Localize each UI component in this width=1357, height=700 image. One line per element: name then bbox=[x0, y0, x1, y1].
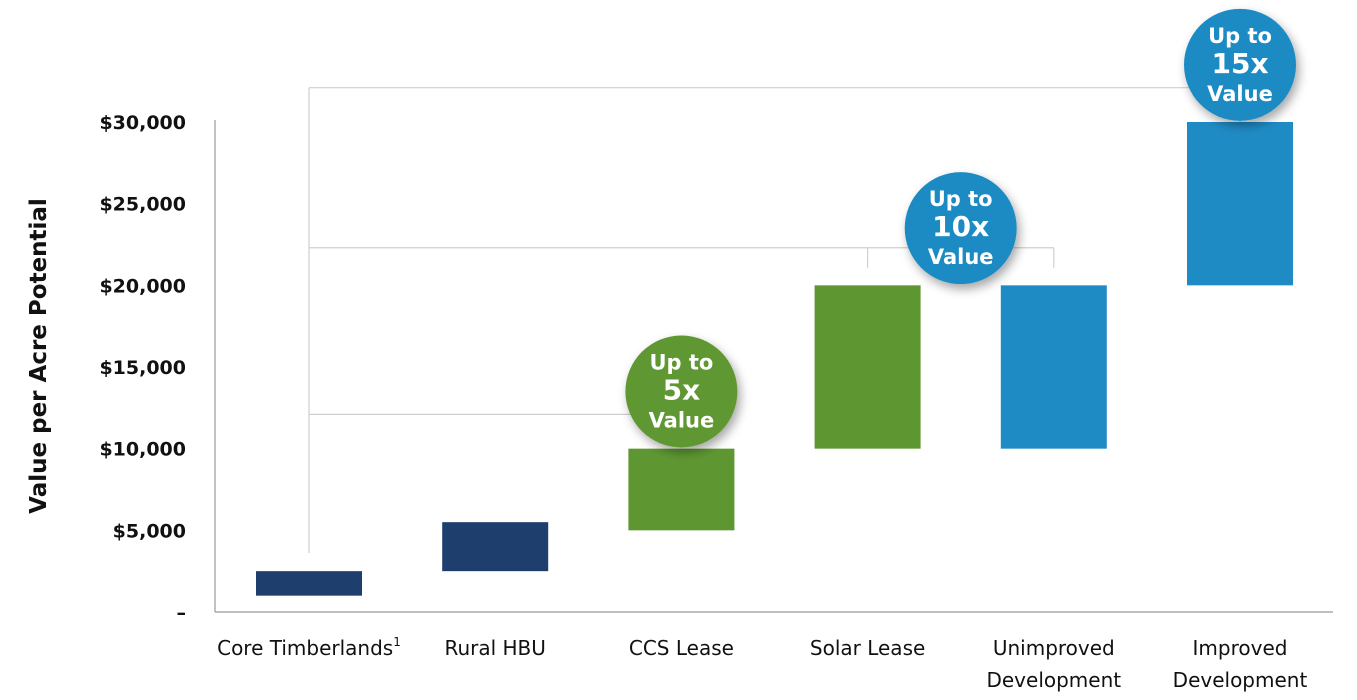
y-tick-label: $5,000 bbox=[113, 520, 186, 542]
badge-circle bbox=[904, 172, 1017, 285]
category-label: Rural HBU bbox=[444, 636, 545, 660]
badge-text: Value bbox=[1207, 82, 1273, 106]
range-bar bbox=[814, 285, 921, 449]
badge-text: 10x bbox=[932, 210, 989, 243]
range-bar bbox=[442, 522, 549, 572]
footnote-marker: 1 bbox=[393, 635, 401, 649]
category-label: Core Timberlands1 bbox=[217, 635, 401, 660]
y-tick-label: $30,000 bbox=[99, 112, 186, 134]
category-label: Improved bbox=[1193, 636, 1288, 660]
range-bar bbox=[628, 448, 735, 531]
range-bar bbox=[256, 571, 362, 596]
category-label: Development bbox=[1173, 668, 1308, 692]
y-axis-label: Value per Acre Potential bbox=[26, 198, 52, 514]
category-label: Development bbox=[986, 668, 1121, 692]
category-label: CCS Lease bbox=[629, 636, 734, 660]
badge-text: Up to bbox=[1208, 24, 1272, 48]
badge-circle bbox=[625, 335, 738, 448]
y-tick-label: – bbox=[177, 602, 187, 624]
y-tick-label: $25,000 bbox=[99, 194, 186, 216]
category-label: Unimproved bbox=[993, 636, 1115, 660]
category-label: Solar Lease bbox=[810, 636, 925, 660]
range-bar bbox=[1000, 285, 1107, 449]
badge-text: 5x bbox=[663, 374, 701, 407]
y-tick-label: $10,000 bbox=[99, 439, 186, 461]
badge-text: Up to bbox=[929, 187, 993, 211]
chart-axes: – $5,000 $10,000 $15,000 $20,000 $25,000 $30,0… bbox=[99, 112, 1333, 624]
badge-text: Value bbox=[649, 409, 715, 433]
range-bar bbox=[1187, 122, 1293, 286]
badge-circle bbox=[1184, 8, 1296, 121]
badge-text: Up to bbox=[649, 351, 713, 375]
badge-text: 15x bbox=[1211, 47, 1268, 80]
y-tick-label: $20,000 bbox=[99, 275, 186, 297]
y-tick-label: $15,000 bbox=[99, 357, 186, 379]
badge-text: Value bbox=[928, 245, 994, 269]
range-bars bbox=[256, 122, 1293, 596]
category-labels: Core Timberlands1 Rural HBU CCS Lease Solar… bbox=[217, 635, 1307, 692]
